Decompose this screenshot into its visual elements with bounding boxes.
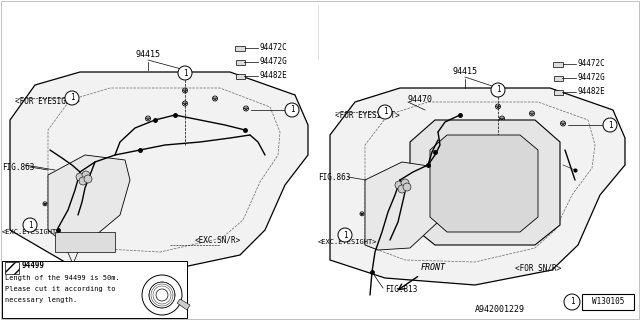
Circle shape [145,116,150,121]
Text: <FOR EYESIGHT>: <FOR EYESIGHT> [15,98,80,107]
Circle shape [182,88,188,93]
Circle shape [561,121,566,126]
Text: FIG.813: FIG.813 [385,285,417,294]
Text: 94470: 94470 [408,95,433,105]
Bar [553,61,563,67]
Text: <FOR EYESIGHT>: <FOR EYESIGHT> [335,110,400,119]
Text: <FOR SN/R>: <FOR SN/R> [515,263,561,273]
Circle shape [360,212,364,216]
Text: 1: 1 [290,106,294,115]
Bar [236,60,244,65]
Text: 94472G: 94472G [578,74,605,83]
Polygon shape [561,123,564,125]
Bar [554,90,563,94]
Circle shape [499,116,504,121]
Circle shape [142,275,182,315]
Circle shape [491,83,505,97]
Text: 94472G: 94472G [260,58,288,67]
Text: 1: 1 [28,220,32,229]
Circle shape [76,173,84,181]
Circle shape [79,177,87,185]
Polygon shape [500,118,504,120]
Text: 1: 1 [182,68,188,77]
Text: Length of the 94499 is 50m.: Length of the 94499 is 50m. [5,275,120,281]
Circle shape [182,101,188,106]
Circle shape [243,106,248,111]
Text: 94415: 94415 [136,50,161,59]
Text: A942001229: A942001229 [475,305,525,314]
Polygon shape [183,103,187,105]
Polygon shape [365,162,448,250]
Text: FIG.863: FIG.863 [2,164,35,172]
Circle shape [495,104,500,109]
Text: FIG.813: FIG.813 [75,263,108,273]
Polygon shape [496,106,500,108]
Text: 1: 1 [342,230,348,239]
Text: 94482E: 94482E [578,87,605,97]
Text: 1: 1 [570,298,574,307]
Circle shape [401,179,409,187]
Polygon shape [48,155,130,240]
Circle shape [212,96,218,101]
Polygon shape [330,88,625,285]
Polygon shape [463,133,467,135]
Polygon shape [244,108,248,110]
Bar [5,262,19,274]
Polygon shape [10,72,308,272]
Polygon shape [531,113,534,115]
Circle shape [395,181,403,189]
Bar [554,76,563,81]
Text: FRONT: FRONT [421,263,446,272]
Text: 94415: 94415 [452,67,477,76]
Circle shape [156,289,168,301]
Text: 94472C: 94472C [260,44,288,52]
Bar [236,74,244,78]
Circle shape [529,111,534,116]
Circle shape [65,91,79,105]
Bar [582,294,634,310]
Circle shape [43,202,47,206]
Text: 1: 1 [383,108,387,116]
Text: 1: 1 [70,93,74,102]
Polygon shape [410,120,560,245]
Circle shape [82,171,90,179]
Text: 94482E: 94482E [260,71,288,81]
Text: Please cut it according to: Please cut it according to [5,286,115,292]
Circle shape [398,185,406,193]
Text: <EXC.EYESIGHT>: <EXC.EYESIGHT> [2,229,61,235]
Polygon shape [360,213,364,215]
Circle shape [178,66,192,80]
Circle shape [603,118,617,132]
Circle shape [84,175,92,183]
Polygon shape [44,204,46,205]
Circle shape [564,294,580,310]
Circle shape [403,183,411,191]
Polygon shape [183,90,187,92]
Circle shape [338,228,352,242]
Circle shape [285,103,299,117]
Bar [235,45,245,51]
Polygon shape [55,232,115,252]
Text: 94472C: 94472C [578,60,605,68]
Text: necessary length.: necessary length. [5,297,77,303]
Polygon shape [177,299,190,310]
Text: 94499: 94499 [22,261,45,270]
Text: FIG.863: FIG.863 [318,172,350,181]
Bar [2,261,187,318]
Circle shape [378,105,392,119]
Text: W130105: W130105 [592,298,624,307]
Text: <EXC.EYESIGHT>: <EXC.EYESIGHT> [318,239,378,245]
Circle shape [463,131,467,136]
Polygon shape [213,98,217,100]
Polygon shape [147,118,150,120]
Text: <EXC.SN/R>: <EXC.SN/R> [195,236,241,244]
Text: 1: 1 [608,121,612,130]
Text: 1: 1 [496,85,500,94]
Circle shape [149,282,175,308]
Polygon shape [430,135,538,232]
Circle shape [23,218,37,232]
